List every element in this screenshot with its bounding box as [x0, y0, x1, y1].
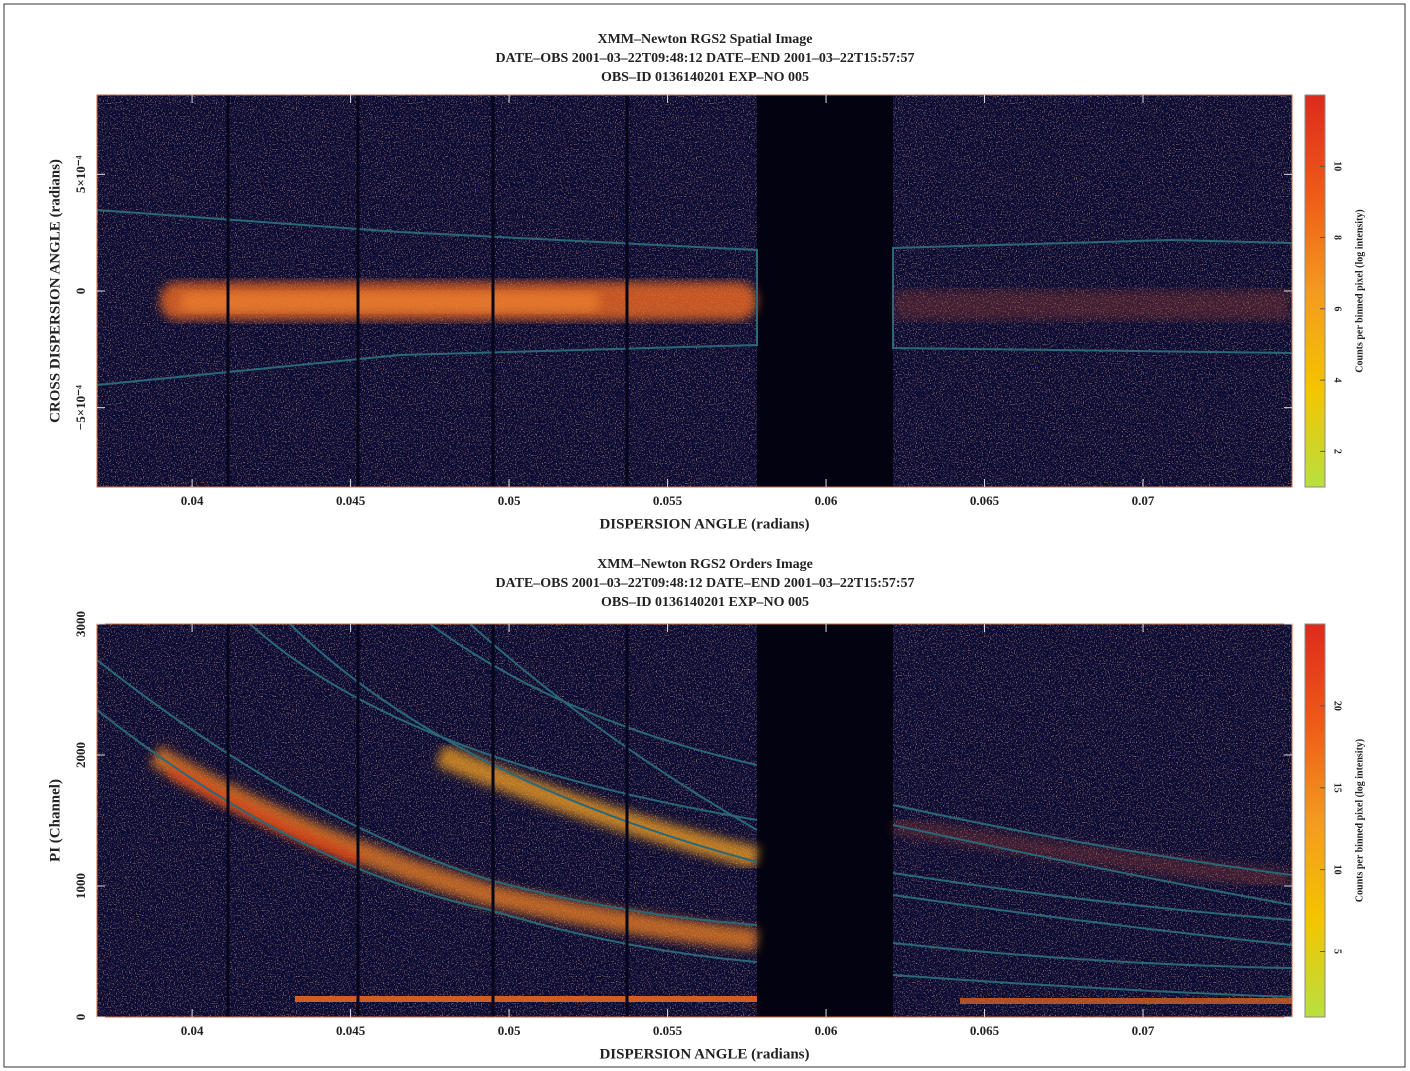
region-outline — [892, 872, 1292, 946]
x-tick-label: 0.04 — [181, 1023, 204, 1038]
chart-subtitle: OBS–ID 0136140201 EXP–NO 005 — [601, 595, 809, 610]
order-2 — [435, 744, 760, 869]
region-outline — [892, 238, 1292, 354]
x-tick-label: 0.07 — [1132, 1023, 1155, 1038]
chart-subtitle: DATE–OBS 2001–03–22T09:48:12 DATE–END 20… — [495, 576, 914, 591]
x-tick-label: 0.06 — [815, 493, 838, 508]
x-tick-label: 0.06 — [815, 1023, 838, 1038]
region-outline — [249, 624, 758, 863]
image — [97, 95, 1292, 487]
colorbar-tick-label: 20 — [1332, 701, 1343, 711]
y-tick-label: −5×10⁻⁴ — [73, 385, 88, 430]
chart-title: XMM–Newton RGS2 Spatial Image — [597, 32, 812, 47]
x-axis-label: DISPERSION ANGLE (radians) — [599, 516, 809, 532]
colorbar — [1304, 94, 1326, 488]
frame — [3, 3, 1406, 1068]
image — [97, 624, 1292, 1017]
x-tick-label: 0.07 — [1132, 493, 1155, 508]
y-tick-label: 1000 — [73, 873, 88, 899]
colorbar-label: Counts per binned pixel (log intensity) — [1354, 209, 1365, 372]
source-band-faint — [895, 290, 1290, 320]
chart-subtitle: OBS–ID 0136140201 EXP–NO 005 — [601, 70, 809, 85]
colorbar-tick-label: 4 — [1332, 378, 1343, 383]
order-1 — [149, 745, 759, 951]
region-outline — [892, 942, 1292, 998]
colorbar-tick-label: 10 — [1332, 161, 1343, 171]
y-tick-label: 2000 — [73, 742, 88, 768]
plot-frame — [96, 623, 1293, 1018]
colorbar-tick-label: 6 — [1332, 306, 1343, 311]
y-tick-label: 0 — [73, 1014, 88, 1021]
x-tick-label: 0.065 — [970, 1023, 1000, 1038]
calibration-line — [960, 998, 1292, 1004]
x-tick-label: 0.055 — [653, 1023, 683, 1038]
chart-title: XMM–Newton RGS2 Orders Image — [597, 557, 813, 572]
chart-subtitle: DATE–OBS 2001–03–22T09:48:12 DATE–END 20… — [495, 51, 914, 66]
x-tick-label: 0.05 — [498, 1023, 521, 1038]
x-tick-label: 0.065 — [970, 493, 1000, 508]
order-faint — [891, 816, 1291, 889]
x-tick-label: 0.04 — [181, 493, 204, 508]
colorbar-tick-label: 2 — [1332, 449, 1343, 454]
order-1-core — [167, 765, 362, 865]
y-tick-label: 5×10⁻⁴ — [73, 155, 88, 193]
colorbar — [1304, 623, 1326, 1018]
gap — [757, 624, 893, 1017]
region-outline — [97, 659, 758, 963]
y-tick-label: 0 — [73, 288, 88, 295]
x-tick-label: 0.055 — [653, 493, 683, 508]
y-tick-label: 3000 — [73, 611, 88, 637]
colorbar-tick-label: 8 — [1332, 235, 1343, 240]
colorbar-tick-label: 15 — [1332, 783, 1343, 793]
region-outline — [429, 624, 758, 831]
colorbar-label: Counts per binned pixel (log intensity) — [1354, 739, 1365, 902]
source-band-core — [180, 292, 600, 312]
x-tick-label: 0.05 — [498, 493, 521, 508]
x-axis-label: DISPERSION ANGLE (radians) — [599, 1046, 809, 1062]
x-tick-label: 0.045 — [336, 493, 366, 508]
y-axis-label: PI (Channel) — [47, 779, 63, 862]
x-tick-label: 0.045 — [336, 1023, 366, 1038]
colorbar-tick-label: 10 — [1332, 865, 1343, 875]
y-axis-label: CROSS DISPERSION ANGLE (radians) — [47, 159, 63, 423]
colorbar-tick-label: 5 — [1332, 949, 1343, 954]
region-outline — [97, 209, 758, 386]
gap — [757, 95, 893, 487]
region-outline — [892, 804, 1292, 906]
calibration-line — [295, 996, 757, 1002]
